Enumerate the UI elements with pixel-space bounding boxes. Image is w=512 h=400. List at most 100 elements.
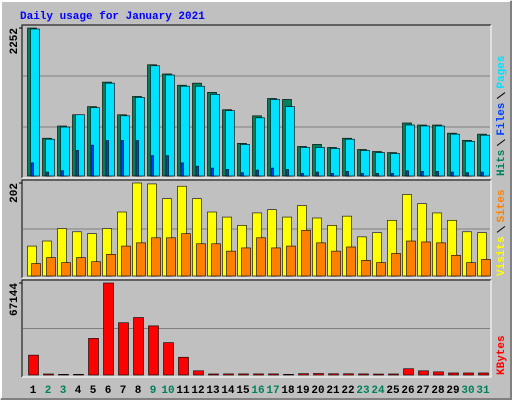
bar — [151, 237, 161, 277]
bar — [315, 147, 325, 177]
x-tick-label: 23 — [356, 385, 370, 397]
bar — [241, 247, 251, 277]
x-tick-label: 13 — [206, 385, 220, 397]
bar — [391, 253, 401, 277]
bar — [58, 374, 69, 376]
bar — [478, 372, 489, 376]
bar — [286, 245, 296, 277]
bar — [61, 262, 71, 277]
x-tick-label: 3 — [60, 385, 67, 397]
chart-title: Daily usage for January 2021 — [20, 11, 205, 23]
y-tick-label: 2252 — [9, 28, 21, 54]
bar — [238, 373, 249, 376]
x-tick-label: 8 — [135, 385, 142, 397]
bar — [88, 338, 99, 376]
bar — [285, 106, 295, 177]
bar — [196, 243, 206, 277]
x-tick-label: 19 — [296, 385, 309, 397]
bar — [358, 373, 369, 376]
bar — [316, 171, 319, 177]
bar — [451, 171, 454, 177]
x-tick-label: 27 — [416, 385, 429, 397]
bar — [301, 230, 311, 277]
bar — [360, 150, 370, 177]
bar — [465, 141, 475, 177]
bar — [253, 373, 264, 376]
bar — [316, 242, 326, 277]
x-tick-label: 10 — [161, 385, 174, 397]
bar — [256, 169, 259, 177]
bar — [406, 170, 409, 177]
bar — [135, 97, 145, 177]
bar — [271, 247, 281, 277]
bar — [166, 237, 176, 277]
x-tick-label: 21 — [326, 385, 340, 397]
bar — [133, 317, 144, 376]
bar — [376, 173, 379, 177]
bar — [421, 171, 424, 177]
x-tick-label: 30 — [461, 385, 474, 397]
bar — [270, 99, 280, 177]
plot-edge-dark — [21, 279, 491, 377]
bar — [481, 259, 491, 277]
bar — [76, 150, 79, 177]
bar — [463, 372, 474, 376]
bar — [433, 371, 444, 376]
x-tick-label: 29 — [446, 385, 459, 397]
legend-entry: KBytes — [496, 335, 508, 375]
bar — [178, 356, 189, 376]
x-tick-label: 26 — [401, 385, 414, 397]
bar — [300, 147, 310, 177]
x-tick-label: 5 — [90, 385, 97, 397]
plot-edge-dark — [21, 24, 491, 178]
bar — [106, 254, 116, 277]
y-tick-label: 202 — [9, 183, 21, 203]
bar — [313, 373, 324, 376]
bar — [406, 240, 416, 277]
bar — [181, 162, 184, 177]
bar — [448, 372, 459, 376]
bar — [90, 107, 100, 177]
bar — [331, 250, 341, 277]
bar — [106, 140, 109, 177]
x-tick-label: 1 — [30, 385, 37, 397]
x-tick-label: 20 — [311, 385, 324, 397]
plot-edge-light — [22, 280, 492, 378]
bar — [346, 171, 349, 177]
x-tick-label: 7 — [120, 385, 127, 397]
legend-entry: Visits — [496, 236, 508, 276]
legend-entry: Hits — [496, 150, 508, 176]
bar — [388, 373, 399, 376]
bar — [450, 133, 460, 177]
bar — [343, 373, 354, 376]
x-tick-label: 24 — [371, 385, 385, 397]
bar — [403, 368, 414, 376]
x-tick-label: 11 — [176, 385, 190, 397]
bar — [241, 172, 244, 177]
bar — [61, 170, 64, 177]
bar — [223, 373, 234, 376]
legend-separator — [496, 139, 506, 146]
bar — [46, 171, 49, 177]
x-tick-label: 12 — [191, 385, 204, 397]
bar — [391, 173, 394, 177]
bar — [166, 155, 169, 177]
bar — [30, 28, 40, 177]
bar — [420, 125, 430, 177]
bar — [271, 167, 274, 177]
bar — [103, 282, 114, 376]
plot-edge-dark — [21, 179, 491, 278]
x-tick-label: 15 — [236, 385, 250, 397]
bar — [136, 140, 139, 177]
bar — [421, 241, 431, 277]
x-tick-label: 28 — [431, 385, 445, 397]
bar — [31, 263, 41, 277]
bar — [225, 110, 235, 177]
plot-edge-light — [22, 25, 492, 179]
bar — [195, 85, 205, 177]
bar — [210, 94, 220, 177]
bar — [211, 167, 214, 177]
plot-edge-light — [22, 180, 492, 279]
